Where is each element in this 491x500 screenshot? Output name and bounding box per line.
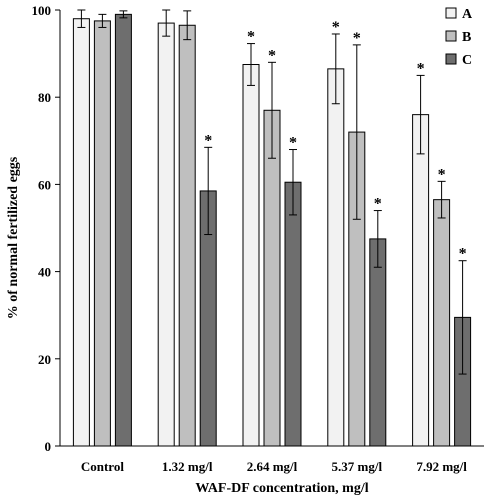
x-tick-label: 1.32 mg/l — [162, 459, 213, 474]
legend-label: C — [462, 53, 472, 68]
significance-marker: * — [247, 29, 255, 46]
significance-marker: * — [332, 19, 340, 36]
legend: ABC — [445, 7, 473, 68]
significance-marker: * — [204, 132, 212, 149]
significance-marker: * — [353, 30, 361, 47]
y-tick-label: 80 — [38, 90, 51, 105]
significance-marker: * — [374, 196, 382, 213]
legend-label: B — [462, 30, 471, 45]
bar — [178, 24, 196, 447]
legend-label: A — [462, 7, 473, 22]
bar — [284, 181, 302, 447]
labels: 0 20 40 60 80 100 Control * 1.32 mg/l * * * 2.64 mg/… — [32, 3, 468, 474]
bar — [369, 238, 387, 447]
legend-swatch — [445, 7, 457, 19]
bar — [263, 109, 281, 447]
x-tick-label: 7.92 mg/l — [416, 459, 467, 474]
significance-marker: * — [459, 246, 467, 263]
y-tick-label: 0 — [45, 439, 52, 454]
x-tick-label: Control — [81, 459, 124, 474]
bar — [327, 68, 345, 447]
y-tick-label: 40 — [38, 265, 51, 280]
x-tick-label: 5.37 mg/l — [332, 459, 383, 474]
significance-marker: * — [289, 135, 297, 152]
bar — [433, 199, 451, 447]
y-tick-label: 100 — [32, 3, 52, 18]
y-tick-label: 60 — [38, 177, 51, 192]
bar — [242, 64, 260, 447]
bars — [72, 9, 472, 447]
x-tick-label: 2.64 mg/l — [247, 459, 298, 474]
bar — [412, 114, 430, 447]
y-tick-label: 20 — [38, 352, 51, 367]
bar — [157, 22, 175, 447]
y-axis-title: % of normal fertilized eggs — [6, 156, 21, 319]
legend-swatch — [445, 53, 457, 65]
bar — [72, 18, 90, 447]
bar — [93, 20, 111, 447]
significance-marker: * — [438, 166, 446, 183]
legend-swatch — [445, 30, 457, 42]
x-axis-title: WAF-DF concentration, mg/l — [195, 481, 368, 496]
bar — [114, 13, 132, 447]
significance-marker: * — [268, 47, 276, 64]
significance-marker: * — [417, 60, 425, 77]
